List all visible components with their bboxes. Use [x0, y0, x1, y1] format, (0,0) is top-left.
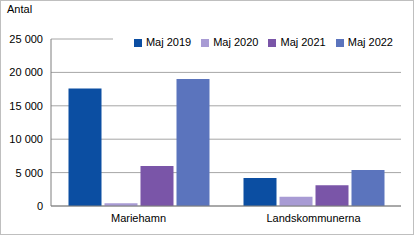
svg-text:5 000: 5 000: [15, 167, 43, 179]
svg-text:15 000: 15 000: [9, 100, 43, 112]
html-text:Maj 2020: Maj 2020: [213, 36, 259, 48]
svg-text:25 000: 25 000: [9, 33, 43, 45]
svg-text:20 000: 20 000: [9, 66, 43, 78]
html-text:Maj 2022: Maj 2022: [347, 36, 393, 48]
html-text:Maj 2019: Maj 2019: [145, 36, 192, 48]
html-text:Maj 2021: Maj 2021: [280, 36, 326, 48]
svg-text:0: 0: [37, 200, 43, 212]
svg-text:Mariehamn: Mariehamn: [111, 212, 166, 224]
svg-text:Landskommunerna: Landskommunerna: [266, 212, 361, 224]
svg-text:10 000: 10 000: [9, 133, 43, 145]
html-text:Antal: Antal: [7, 3, 33, 15]
